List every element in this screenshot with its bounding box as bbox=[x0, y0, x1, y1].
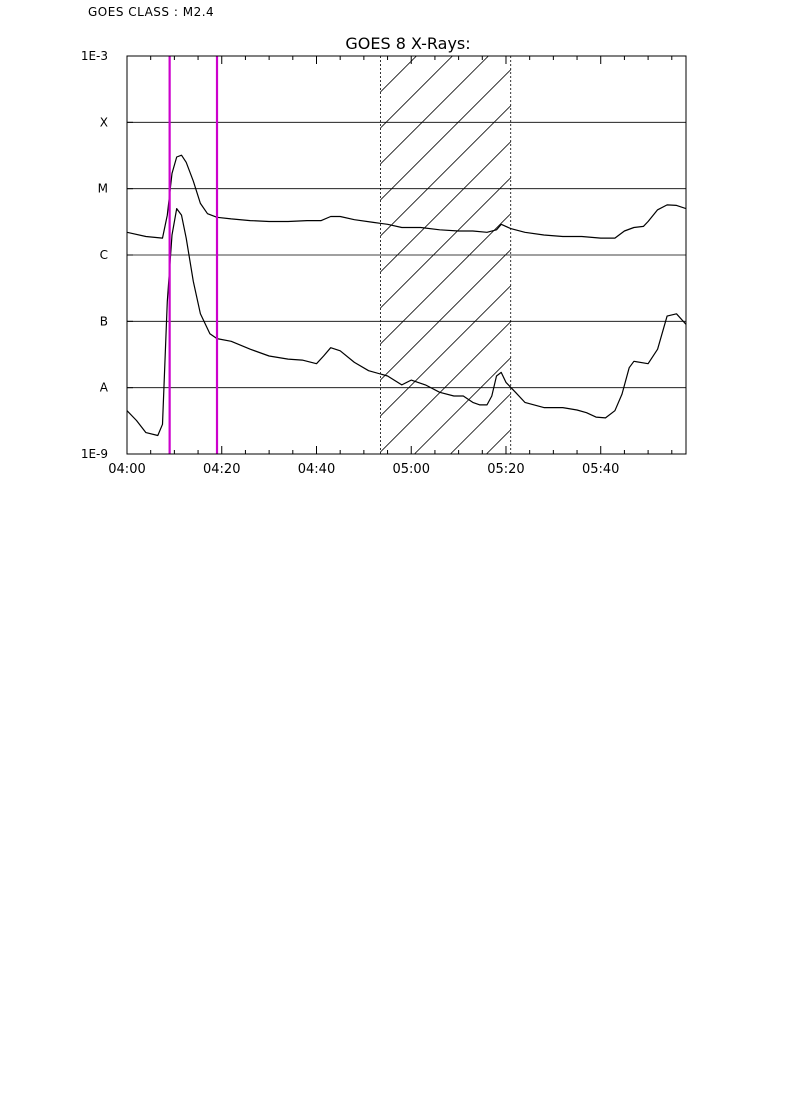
x-tick-label: 04:40 bbox=[298, 462, 335, 477]
y-tick-label: 1E-3 bbox=[81, 49, 108, 63]
hatch-line bbox=[380, 56, 489, 165]
y-tick-label: C bbox=[100, 248, 108, 262]
grid-layer bbox=[127, 121, 686, 389]
hatch-line bbox=[380, 177, 512, 309]
goes-xray-chart: GOES 8 X-Rays: 1E-3 X M C B A 1E-904:00 04:20 04… bbox=[81, 34, 687, 477]
hatch-line bbox=[450, 393, 512, 454]
chart-title: GOES 8 X-Rays: bbox=[345, 34, 470, 53]
y-tick-label: B bbox=[100, 314, 108, 328]
hatch-line bbox=[380, 69, 512, 201]
hatch-line bbox=[380, 105, 512, 237]
series-layer bbox=[127, 154, 686, 437]
y-tick-label: X bbox=[100, 115, 108, 129]
x-tick-label: 05:40 bbox=[582, 462, 619, 477]
markers-layer bbox=[168, 56, 219, 454]
hatch-line bbox=[380, 321, 512, 453]
x-tick-label: 05:00 bbox=[393, 462, 430, 477]
hatch-line bbox=[380, 285, 512, 417]
y-tick-label: A bbox=[100, 381, 109, 395]
hatch-line bbox=[380, 249, 512, 381]
x-tick-label: 04:00 bbox=[108, 462, 145, 477]
y-tick-label: 1E-9 bbox=[81, 447, 108, 461]
goes-class-label: GOES CLASS : M2.4 bbox=[88, 5, 215, 19]
hatch-line bbox=[380, 56, 453, 129]
x-tick-label: 05:20 bbox=[487, 462, 524, 477]
hatch-line bbox=[380, 56, 417, 93]
x-tick-label: 04:20 bbox=[203, 462, 240, 477]
data-gap-hatch bbox=[380, 56, 512, 454]
axes-layer: 1E-3 X M C B A 1E-904:00 04:20 04:40 05:00 05:20 05… bbox=[81, 49, 687, 477]
hatch-line bbox=[380, 141, 512, 273]
hatch-line bbox=[380, 213, 512, 345]
series-line-2 bbox=[127, 208, 686, 437]
y-tick-label: M bbox=[98, 182, 108, 196]
data-gap-layer bbox=[380, 56, 512, 454]
hatch-line bbox=[414, 357, 512, 454]
series-line-1 bbox=[127, 154, 686, 239]
plot-frame bbox=[126, 55, 687, 455]
hatch-line bbox=[486, 429, 512, 454]
